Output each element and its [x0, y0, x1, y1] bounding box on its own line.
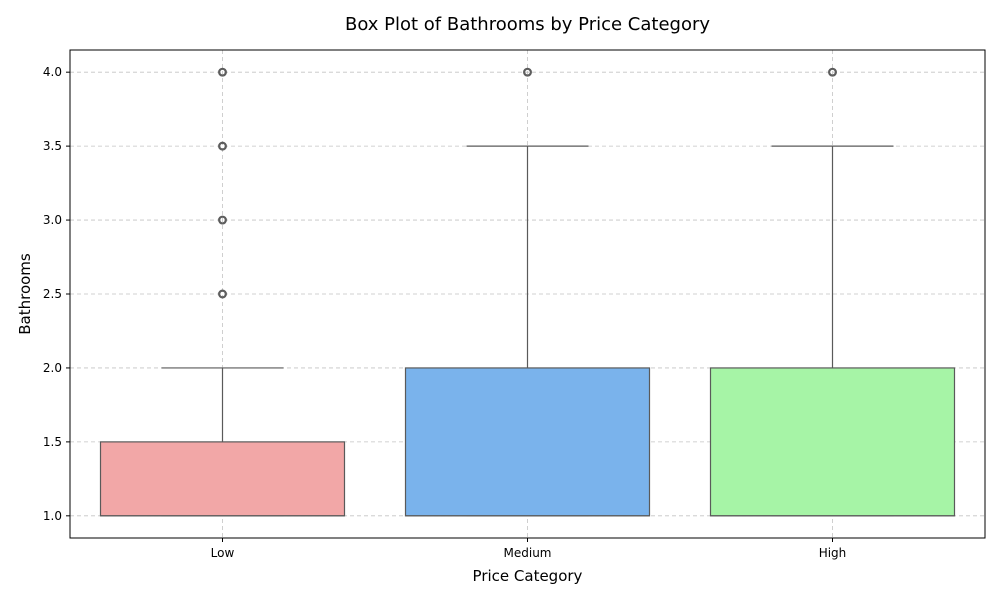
outlier-point	[219, 216, 226, 224]
y-tick-label: 2.0	[43, 361, 62, 375]
outlier-point	[523, 67, 532, 77]
x-tick-label: High	[819, 546, 847, 560]
outlier-point	[828, 67, 837, 77]
iqr-box	[709, 367, 956, 517]
y-tick-label: 1.0	[43, 509, 62, 523]
x-tick-label: Low	[211, 546, 235, 560]
box-group-low	[99, 67, 346, 517]
outlier-point	[219, 68, 226, 76]
box-layer	[99, 67, 956, 517]
outlier-point	[524, 68, 531, 76]
y-tick-label: 1.5	[43, 435, 62, 449]
chart-title: Box Plot of Bathrooms by Price Category	[345, 14, 710, 35]
iqr-box	[404, 367, 651, 517]
outlier-point	[829, 68, 836, 76]
outlier-point	[218, 215, 227, 225]
y-tick-label: 3.5	[43, 139, 62, 153]
outlier-point	[219, 290, 226, 298]
x-tick-label: Medium	[504, 546, 552, 560]
tick-layer: 1.0 1.5 2.0 2.5 3.0 3.5 4.0 Low Medium High	[43, 65, 846, 560]
iqr-box	[99, 441, 346, 517]
outlier-point	[218, 67, 227, 77]
box-group-medium	[404, 67, 651, 517]
outlier-point	[218, 141, 227, 151]
y-axis-label: Bathrooms	[16, 253, 34, 335]
outlier-point	[218, 289, 227, 299]
outlier-point	[219, 142, 226, 150]
x-axis-label: Price Category	[473, 567, 583, 585]
y-tick-label: 2.5	[43, 287, 62, 301]
y-tick-label: 3.0	[43, 213, 62, 227]
box-group-high	[709, 67, 956, 517]
y-tick-label: 4.0	[43, 65, 62, 79]
